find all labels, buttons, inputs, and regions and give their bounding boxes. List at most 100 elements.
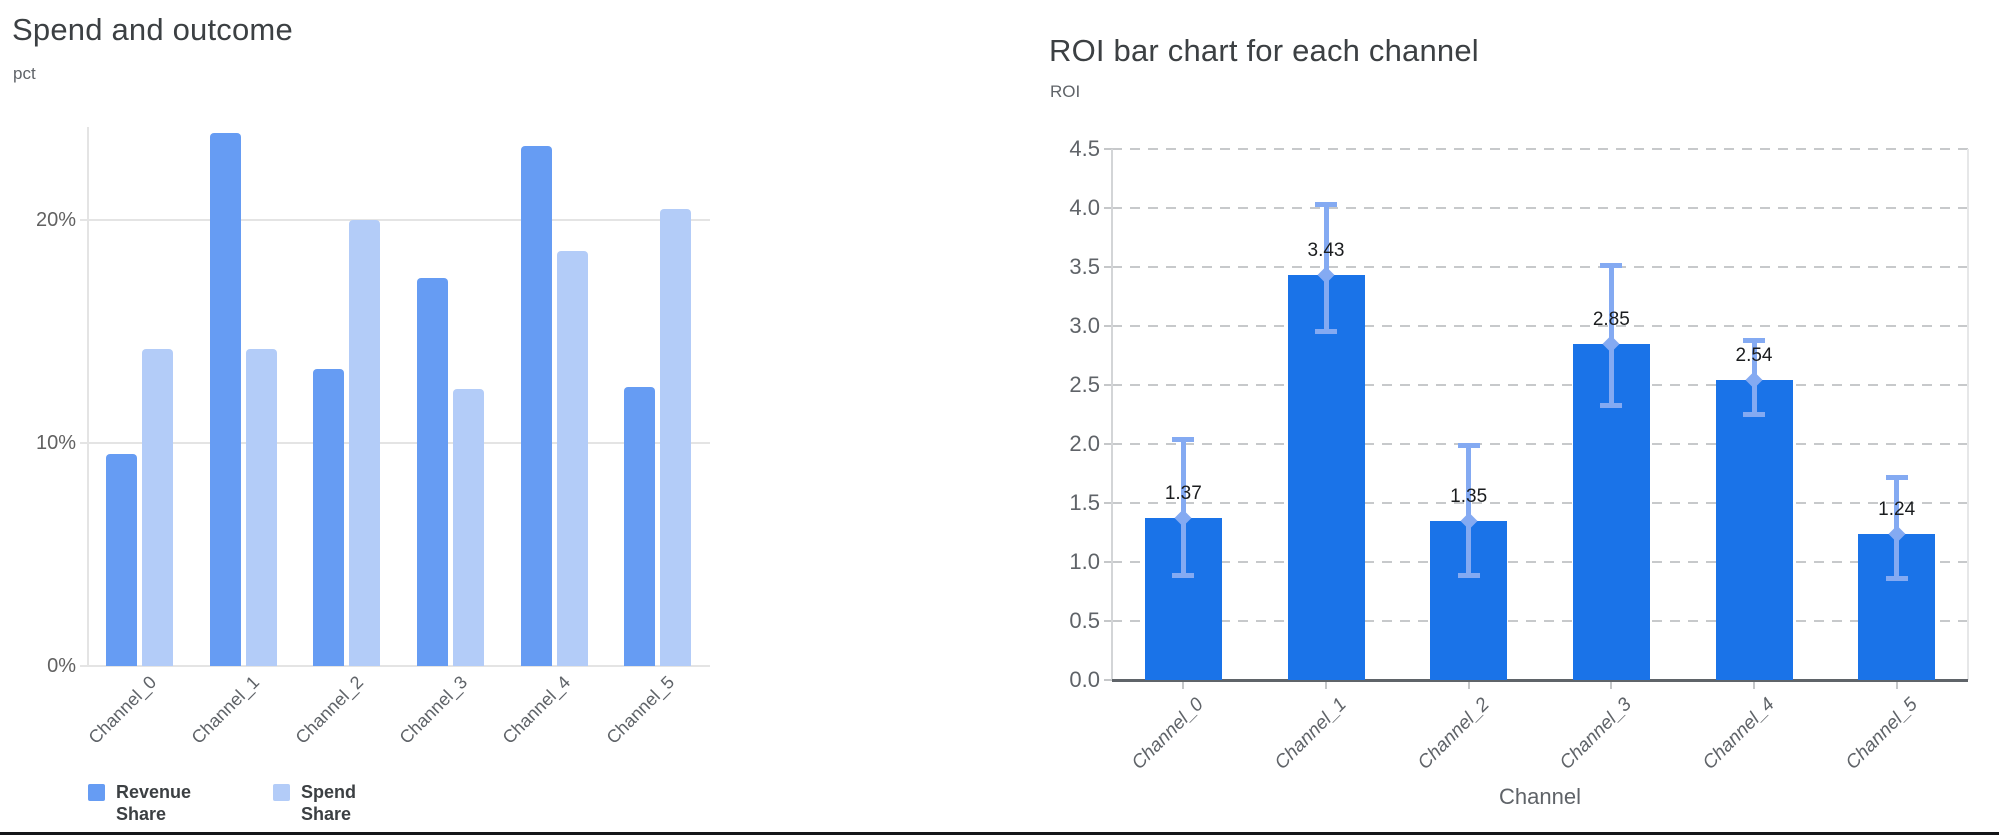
error-bar-cap-bottom <box>1743 411 1765 417</box>
error-bar-cap-bottom <box>1315 328 1337 334</box>
gridline <box>1112 325 1968 327</box>
chart-title-roi: ROI bar chart for each channel <box>1049 33 1479 68</box>
error-bar-cap-bottom <box>1172 573 1195 579</box>
chart-title-spend-outcome: Spend and outcome <box>12 12 293 47</box>
bar-spend-share-channel_4[interactable] <box>556 251 588 666</box>
x-tick-label: Channel_2 <box>1413 694 1494 774</box>
bar-value-label: 1.37 <box>1164 483 1202 505</box>
gridline <box>1112 384 1968 386</box>
y-tick-label: 2.5 <box>1069 372 1100 397</box>
gridline <box>80 665 710 667</box>
y-tick-mark <box>1104 502 1112 504</box>
x-tick-mark <box>1610 682 1613 689</box>
bar-value-label: 2.85 <box>1592 308 1630 330</box>
bar-roi-channel_4[interactable] <box>1715 380 1793 680</box>
x-tick-mark <box>1467 682 1470 689</box>
error-bar-cap-top <box>1600 262 1623 268</box>
y-tick-label: 3.0 <box>1069 313 1100 338</box>
gridline <box>1112 207 1968 209</box>
error-bar-cap-bottom <box>1885 575 1908 581</box>
x-tick-label: Channel_3 <box>395 672 471 748</box>
gridline <box>1112 443 1968 445</box>
bar-roi-channel_1[interactable] <box>1287 275 1365 680</box>
gridline <box>1112 148 1968 150</box>
bar-spend-share-channel_2[interactable] <box>349 220 381 666</box>
error-bar-line <box>1180 439 1186 577</box>
x-tick-label: Channel_4 <box>1699 694 1779 774</box>
x-axis-line <box>1112 679 1968 682</box>
x-tick-mark <box>1325 682 1327 689</box>
y-axis-unit-label-roi: ROI <box>1050 82 1081 101</box>
gridline <box>1112 266 1968 268</box>
x-tick-mark <box>1182 682 1185 689</box>
legend-label-revenue-share: Revenue Share <box>116 782 192 824</box>
gridline <box>1112 561 1968 563</box>
x-tick-label: Channel_0 <box>1128 694 1209 774</box>
error-bar-cap-top <box>1457 443 1480 449</box>
bar-revenue-share-channel_4[interactable] <box>520 146 552 666</box>
y-tick-mark <box>1104 443 1112 445</box>
legend-swatch-revenue-share <box>88 784 105 801</box>
x-tick-label: Channel_5 <box>602 672 679 748</box>
error-bar-cap-top <box>1743 338 1765 344</box>
x-tick-label: Channel_1 <box>187 672 264 748</box>
error-bar-cap-top <box>1172 437 1195 443</box>
y-tick-label: 0% <box>47 655 76 677</box>
y-tick-label: 1.0 <box>1069 549 1100 574</box>
y-tick-mark <box>1104 266 1112 268</box>
bar-revenue-share-channel_1[interactable] <box>209 133 241 666</box>
y-axis-unit-label-pct: pct <box>13 64 36 83</box>
x-tick-mark <box>1753 682 1755 689</box>
bar-value-label: 1.24 <box>1878 498 1916 520</box>
x-tick-label: Channel_3 <box>1556 694 1637 774</box>
x-tick-mark <box>1895 682 1898 689</box>
x-tick-label: Channel_0 <box>84 672 160 748</box>
y-tick-label: 3.5 <box>1069 254 1100 279</box>
y-axis-line <box>87 127 89 666</box>
bar-value-label: 3.43 <box>1307 240 1345 262</box>
y-tick-mark <box>1104 207 1112 209</box>
y-tick-label: 20% <box>35 209 76 231</box>
x-tick-label: Channel_2 <box>291 672 368 748</box>
bar-spend-share-channel_5[interactable] <box>660 208 692 666</box>
gridline <box>80 219 710 221</box>
y-tick-mark <box>1104 384 1112 386</box>
y-tick-label: 0.0 <box>1069 667 1100 692</box>
y-tick-label: 1.5 <box>1069 490 1100 515</box>
y-tick-mark <box>1104 148 1112 150</box>
y-tick-mark <box>1104 561 1112 563</box>
legend-label-spend-share: Spend Share <box>301 782 357 824</box>
x-tick-label: Channel_4 <box>498 672 575 748</box>
error-bar-cap-top <box>1885 475 1908 481</box>
y-tick-mark <box>1104 679 1112 681</box>
error-bar-cap-top <box>1315 202 1337 208</box>
y-tick-mark <box>1104 620 1112 622</box>
y-tick-label: 10% <box>35 432 76 454</box>
error-bar-line <box>1466 445 1472 577</box>
error-bar-cap-bottom <box>1600 403 1623 409</box>
x-tick-label: Channel_1 <box>1271 694 1351 774</box>
bar-revenue-share-channel_2[interactable] <box>313 369 345 666</box>
bar-revenue-share-channel_0[interactable] <box>105 454 137 666</box>
bar-spend-share-channel_0[interactable] <box>141 349 173 666</box>
plot-right-border <box>1967 149 1969 680</box>
x-tick-label: Channel_5 <box>1841 694 1922 774</box>
bar-value-label: 1.35 <box>1450 485 1488 507</box>
x-axis-title-channel: Channel <box>1499 784 1581 809</box>
error-bar-cap-bottom <box>1457 573 1480 579</box>
y-tick-label: 4.5 <box>1069 136 1100 161</box>
gridline <box>1112 502 1968 504</box>
gridline <box>1112 620 1968 622</box>
y-tick-label: 4.0 <box>1069 195 1100 220</box>
gridline <box>80 442 710 444</box>
bar-revenue-share-channel_5[interactable] <box>624 387 656 666</box>
y-tick-label: 2.0 <box>1069 431 1100 456</box>
y-axis-line <box>1111 149 1113 680</box>
bar-revenue-share-channel_3[interactable] <box>416 277 448 666</box>
bar-value-label: 2.54 <box>1735 345 1773 367</box>
bar-spend-share-channel_3[interactable] <box>452 389 484 666</box>
legend-swatch-spend-share <box>273 784 290 801</box>
bottom-border-line <box>0 832 1999 835</box>
bar-spend-share-channel_1[interactable] <box>245 349 277 666</box>
